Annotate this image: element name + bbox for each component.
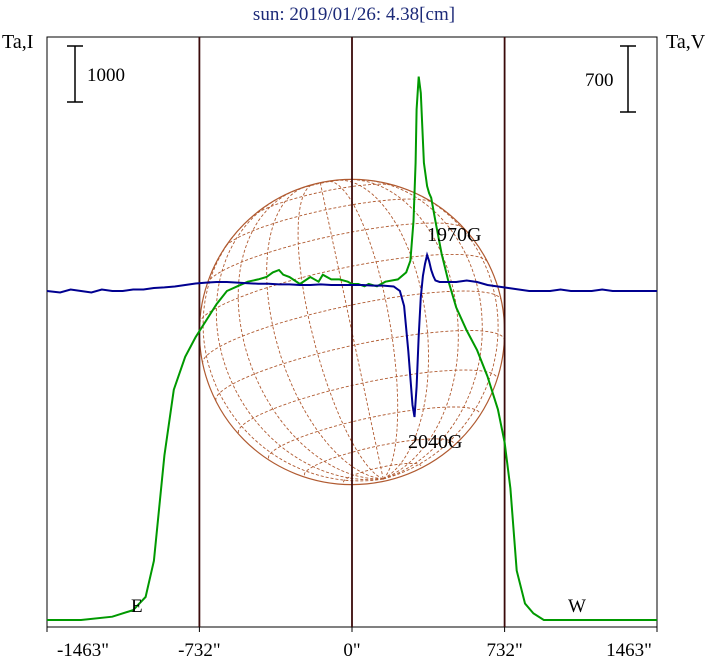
- annotation-2040g: 2040G: [408, 431, 462, 453]
- x-tick-label: 1463": [606, 640, 652, 661]
- scale-bar-right-label: 700: [585, 70, 614, 91]
- east-limb-label: E: [131, 596, 143, 617]
- annotation-1970g: 1970G: [427, 224, 481, 246]
- y-axis-right-label: Ta,V: [666, 31, 706, 53]
- west-limb-label: W: [568, 596, 586, 617]
- x-tick-label: 732": [486, 640, 522, 661]
- x-tick-label: 0": [343, 640, 360, 661]
- y-axis-left-label: Ta,I: [2, 31, 33, 53]
- chart-background: [0, 0, 708, 662]
- scale-bar-left-label: 1000: [87, 65, 125, 86]
- chart: sun: 2019/01/26: 4.38[cm] Ta,I Ta,V 1000…: [0, 0, 708, 662]
- x-tick-label: -1463": [57, 640, 109, 661]
- x-tick-label: -732": [178, 640, 221, 661]
- chart-title: sun: 2019/01/26: 4.38[cm]: [253, 4, 455, 25]
